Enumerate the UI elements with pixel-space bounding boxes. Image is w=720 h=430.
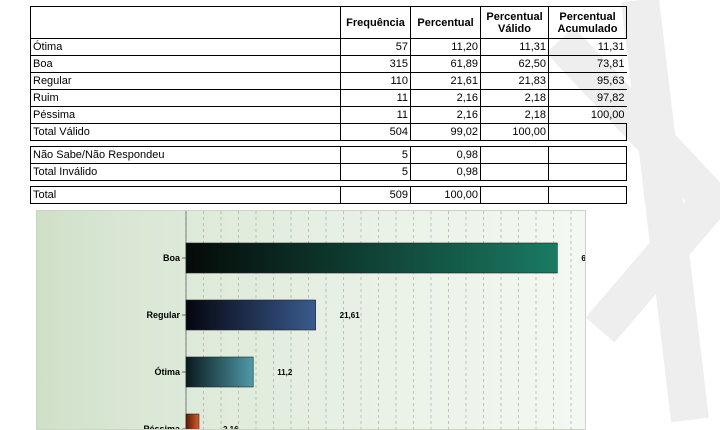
bar-chart: Boa 61,89 Regular 21,61 Ótima 11,2 Péssima 2,16 <box>36 210 586 430</box>
cell-frequencia: 504 <box>340 123 411 141</box>
bar-péssima <box>185 413 200 429</box>
cell-frequencia: 5 <box>340 146 411 164</box>
category-label: Regular <box>146 310 180 320</box>
header-frequencia: Frequência <box>340 6 411 39</box>
cell-label: Não Sabe/Não Respondeu <box>30 146 341 164</box>
cell-percentual-valido: 21,83 <box>480 72 549 90</box>
bar-regular <box>185 299 316 331</box>
cell-label: Péssima <box>30 106 341 124</box>
table-row: Regular 110 21,61 21,83 95,63 <box>30 72 627 90</box>
cell-percentual-acumulado <box>548 146 627 164</box>
cell-percentual: 0,98 <box>410 163 481 181</box>
table-row: Péssima 11 2,16 2,18 100,00 <box>30 106 627 124</box>
cell-frequencia: 315 <box>340 55 411 73</box>
cell-percentual-acumulado: 97,82 <box>548 89 627 107</box>
value-label: 11,2 <box>277 368 293 377</box>
cell-label: Ruim <box>30 89 341 107</box>
cell-frequencia: 5 <box>340 163 411 181</box>
table-row-invalid: Total Inválido 5 0,98 <box>30 163 627 181</box>
cell-label: Total <box>30 186 341 204</box>
cell-label: Ótima <box>30 38 341 56</box>
category-label: Ótima <box>154 366 181 377</box>
cell-label: Total Válido <box>30 123 341 141</box>
cell-percentual-acumulado: 73,81 <box>548 55 627 73</box>
cell-percentual: 2,16 <box>410 89 481 107</box>
header-empty <box>30 6 341 39</box>
header-percentual: Percentual <box>410 6 481 39</box>
cell-percentual: 21,61 <box>410 72 481 90</box>
cell-percentual: 61,89 <box>410 55 481 73</box>
cell-frequencia: 11 <box>340 106 411 124</box>
cell-percentual-acumulado <box>548 123 627 141</box>
table-row: Boa 315 61,89 62,50 73,81 <box>30 55 627 73</box>
table-row: Ótima 57 11,20 11,31 11,31 <box>30 38 627 56</box>
cell-percentual-valido: 2,18 <box>480 106 549 124</box>
cell-percentual: 0,98 <box>410 146 481 164</box>
cell-frequencia: 509 <box>340 186 411 204</box>
cell-percentual-valido <box>480 163 549 181</box>
bar-chart-svg: Boa 61,89 Regular 21,61 Ótima 11,2 Péssima 2,16 <box>143 211 586 430</box>
cell-percentual: 11,20 <box>410 38 481 56</box>
table-row-invalid: Não Sabe/Não Respondeu 5 0,98 <box>30 146 627 164</box>
cell-percentual: 100,00 <box>410 186 481 204</box>
cell-percentual-acumulado: 100,00 <box>548 106 627 124</box>
cell-percentual-acumulado: 95,63 <box>548 72 627 90</box>
cell-percentual-valido: 11,31 <box>480 38 549 56</box>
header-percentual-acumulado: Percentual Acumulado <box>548 6 627 39</box>
cell-frequencia: 57 <box>340 38 411 56</box>
cell-label: Regular <box>30 72 341 90</box>
frequency-table: Frequência Percentual Percentual Válido … <box>30 6 627 204</box>
cell-percentual-acumulado: 11,31 <box>548 38 627 56</box>
cell-percentual-valido: 62,50 <box>480 55 549 73</box>
value-label: 2,16 <box>223 425 239 430</box>
value-label: 61,89 <box>581 254 586 263</box>
table-header-row: Frequência Percentual Percentual Válido … <box>30 6 627 39</box>
cell-percentual: 2,16 <box>410 106 481 124</box>
cell-frequencia: 110 <box>340 72 411 90</box>
cell-frequencia: 11 <box>340 89 411 107</box>
cell-percentual-acumulado <box>548 186 627 204</box>
value-label: 21,61 <box>340 311 361 320</box>
cell-percentual-valido: 100,00 <box>480 123 549 141</box>
total-valid-row: Total Válido 504 99,02 100,00 <box>30 123 627 141</box>
cell-percentual: 99,02 <box>410 123 481 141</box>
category-label: Boa <box>163 253 181 263</box>
cell-label: Boa <box>30 55 341 73</box>
cell-percentual-valido: 2,18 <box>480 89 549 107</box>
bar-ótima <box>185 356 254 388</box>
total-row: Total 509 100,00 <box>30 186 627 204</box>
category-label: Péssima <box>143 424 181 430</box>
cell-percentual-valido <box>480 186 549 204</box>
cell-percentual-valido <box>480 146 549 164</box>
bar-boa <box>185 242 558 274</box>
cell-percentual-acumulado <box>548 163 627 181</box>
cell-label: Total Inválido <box>30 163 341 181</box>
header-percentual-valido: Percentual Válido <box>480 6 549 39</box>
table-row: Ruim 11 2,16 2,18 97,82 <box>30 89 627 107</box>
